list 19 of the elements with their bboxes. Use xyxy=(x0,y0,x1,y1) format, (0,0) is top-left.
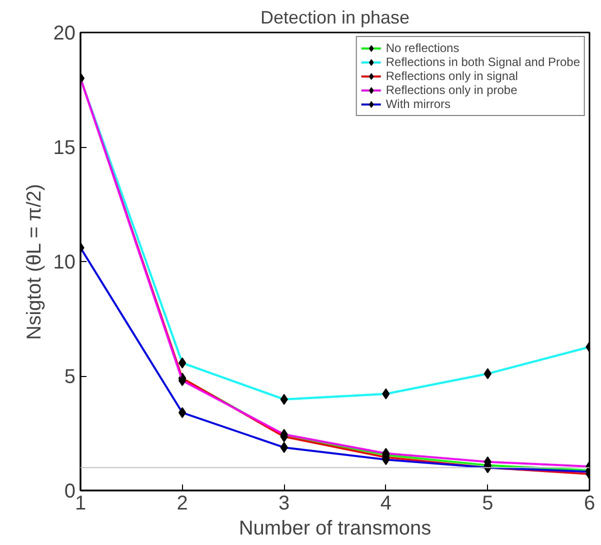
y-tick-label: 5 xyxy=(64,366,76,388)
x-tick-label: 4 xyxy=(380,492,392,514)
y-tick-label: 0 xyxy=(64,480,76,502)
y-tick-label: 10 xyxy=(53,252,76,274)
legend-label: With mirrors xyxy=(386,97,451,111)
chart-title: Detection in phase xyxy=(260,8,410,28)
y-tick-label: 15 xyxy=(53,137,76,159)
x-tick-label: 2 xyxy=(176,492,188,514)
y-axis-title: Nsigtot (θL = π/2) xyxy=(23,184,46,340)
x-axis-title: Number of transmons xyxy=(238,518,432,540)
x-tick-label: 6 xyxy=(584,492,596,514)
x-tick-label: 1 xyxy=(74,492,86,514)
legend-label: Reflections only in probe xyxy=(386,83,518,97)
y-tick-label: 20 xyxy=(53,22,76,44)
x-tick-label: 3 xyxy=(278,492,290,514)
legend-label: Reflections only in signal xyxy=(386,69,518,83)
legend-label: No reflections xyxy=(386,41,460,55)
x-tick-label: 5 xyxy=(482,492,494,514)
legend-label: Reflections in both Signal and Probe xyxy=(386,55,580,69)
